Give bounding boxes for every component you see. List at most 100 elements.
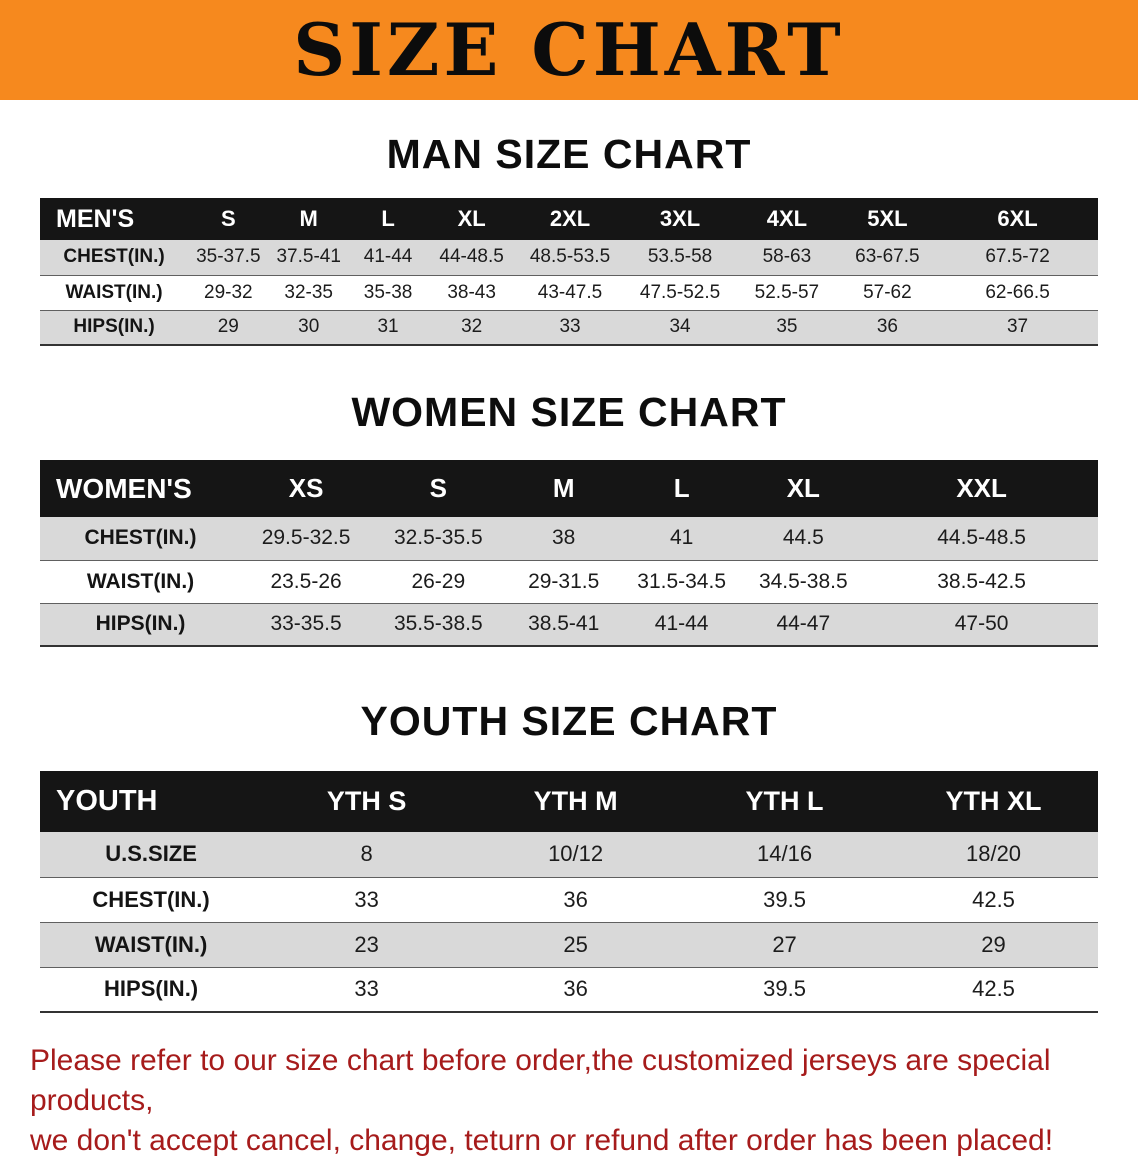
women-cell: 38.5-42.5: [865, 560, 1098, 604]
disclaimer-note: Please refer to our size chart before or…: [0, 1041, 1138, 1161]
women-cell: 38: [505, 517, 622, 561]
women-header-label: WOMEN'S: [40, 460, 242, 517]
men-cell: 29: [188, 310, 269, 346]
men-header-cell: 5XL: [837, 198, 938, 240]
women-cell: 35.5-38.5: [371, 603, 506, 647]
men-cell: 67.5-72: [937, 240, 1098, 276]
women-cell: 32.5-35.5: [371, 517, 506, 561]
men-row-label: HIPS(IN.): [40, 310, 189, 346]
youth-row-label: U.S.SIZE: [40, 832, 263, 878]
youth-cell: 42.5: [889, 877, 1098, 923]
youth-row-label: HIPS(IN.): [40, 967, 263, 1013]
men-section-heading: MAN SIZE CHART: [386, 131, 752, 177]
women-row-label: WAIST(IN.): [40, 560, 242, 604]
youth-size-table: YOUTH YTH S YTH M YTH L YTH XL U.S.SIZE …: [40, 771, 1098, 1013]
youth-cell: 25: [471, 922, 681, 968]
men-cell: 38-43: [427, 275, 517, 311]
women-cell: 29.5-32.5: [241, 517, 372, 561]
men-cell: 62-66.5: [937, 275, 1098, 311]
men-header-cell: 6XL: [937, 198, 1098, 240]
youth-cell: 33: [262, 967, 472, 1013]
men-cell: 33: [516, 310, 624, 346]
youth-cell: 42.5: [889, 967, 1098, 1013]
women-cell: 33-35.5: [241, 603, 372, 647]
youth-cell: 33: [262, 877, 472, 923]
youth-row-label: WAIST(IN.): [40, 922, 263, 968]
women-cell: 41: [621, 517, 742, 561]
men-cell: 58-63: [736, 240, 838, 276]
women-cell: 34.5-38.5: [741, 560, 866, 604]
youth-cell: 10/12: [471, 832, 681, 878]
youth-row-label: CHEST(IN.): [40, 877, 263, 923]
women-header-cell: XL: [741, 460, 866, 517]
men-cell: 34: [623, 310, 737, 346]
women-header-cell: XXL: [865, 460, 1098, 517]
men-cell: 41-44: [348, 240, 428, 276]
youth-cell: 27: [680, 922, 890, 968]
women-cell: 44.5-48.5: [865, 517, 1098, 561]
women-cell: 31.5-34.5: [621, 560, 742, 604]
men-header-cell: 3XL: [623, 198, 737, 240]
note-line: we don't accept cancel, change, teturn o…: [30, 1124, 1054, 1157]
men-cell: 29-32: [188, 275, 269, 311]
men-cell: 63-67.5: [837, 240, 938, 276]
youth-header-label: YOUTH: [40, 771, 263, 832]
women-cell: 38.5-41: [505, 603, 622, 647]
women-cell: 29-31.5: [505, 560, 622, 604]
women-cell: 47-50: [865, 603, 1098, 647]
women-row-label: HIPS(IN.): [40, 603, 242, 647]
youth-header-cell: YTH XL: [889, 771, 1098, 832]
youth-header-cell: YTH L: [680, 771, 890, 832]
youth-waist-row: WAIST(IN.) 23 25 27 29: [40, 922, 1098, 968]
men-cell: 37.5-41: [268, 240, 349, 276]
men-cell: 37: [937, 310, 1098, 346]
youth-cell: 8: [262, 832, 472, 878]
women-header-cell: L: [621, 460, 742, 517]
youth-cell: 18/20: [889, 832, 1098, 878]
men-cell: 32: [427, 310, 517, 346]
women-size-table: WOMEN'S XS S M L XL XXL CHEST(IN.) 29.5-…: [40, 460, 1098, 647]
men-header-cell: 2XL: [516, 198, 624, 240]
women-header-cell: M: [505, 460, 622, 517]
youth-section-heading: YOUTH SIZE CHART: [360, 698, 778, 744]
men-header-label: MEN'S: [40, 198, 189, 240]
men-header-cell: S: [188, 198, 269, 240]
youth-hips-row: HIPS(IN.) 33 36 39.5 42.5: [40, 967, 1098, 1013]
women-header-cell: XS: [241, 460, 372, 517]
youth-header-cell: YTH S: [262, 771, 472, 832]
women-cell: 26-29: [371, 560, 506, 604]
women-row-label: CHEST(IN.): [40, 517, 242, 561]
men-cell: 36: [837, 310, 938, 346]
women-header-row: WOMEN'S XS S M L XL XXL: [40, 460, 1098, 517]
youth-chest-row: CHEST(IN.) 33 36 39.5 42.5: [40, 877, 1098, 923]
size-chart-banner: SIZE CHART: [0, 0, 1138, 100]
women-waist-row: WAIST(IN.) 23.5-26 26-29 29-31.5 31.5-34…: [40, 560, 1098, 604]
men-cell: 32-35: [268, 275, 349, 311]
men-hips-row: HIPS(IN.) 29 30 31 32 33 34 35 36 37: [40, 310, 1098, 346]
youth-header-cell: YTH M: [471, 771, 681, 832]
women-header-cell: S: [371, 460, 506, 517]
men-chest-row: CHEST(IN.) 35-37.5 37.5-41 41-44 44-48.5…: [40, 240, 1098, 276]
men-header-cell: M: [268, 198, 349, 240]
men-header-cell: L: [348, 198, 428, 240]
women-chest-row: CHEST(IN.) 29.5-32.5 32.5-35.5 38 41 44.…: [40, 517, 1098, 561]
women-hips-row: HIPS(IN.) 33-35.5 35.5-38.5 38.5-41 41-4…: [40, 603, 1098, 647]
men-cell: 43-47.5: [516, 275, 624, 311]
youth-cell: 36: [471, 967, 681, 1013]
youth-header-row: YOUTH YTH S YTH M YTH L YTH XL: [40, 771, 1098, 832]
men-cell: 52.5-57: [736, 275, 838, 311]
men-header-cell: XL: [427, 198, 517, 240]
men-header-row: MEN'S S M L XL 2XL 3XL 4XL 5XL 6XL: [40, 198, 1098, 240]
men-row-label: WAIST(IN.): [40, 275, 189, 311]
men-cell: 35-38: [348, 275, 428, 311]
men-cell: 30: [268, 310, 349, 346]
youth-cell: 23: [262, 922, 472, 968]
youth-ussize-row: U.S.SIZE 8 10/12 14/16 18/20: [40, 832, 1098, 878]
men-size-table: MEN'S S M L XL 2XL 3XL 4XL 5XL 6XL CHEST…: [40, 198, 1098, 346]
men-waist-row: WAIST(IN.) 29-32 32-35 35-38 38-43 43-47…: [40, 275, 1098, 311]
women-cell: 44-47: [741, 603, 866, 647]
youth-cell: 14/16: [680, 832, 890, 878]
women-cell: 41-44: [621, 603, 742, 647]
youth-cell: 39.5: [680, 967, 890, 1013]
